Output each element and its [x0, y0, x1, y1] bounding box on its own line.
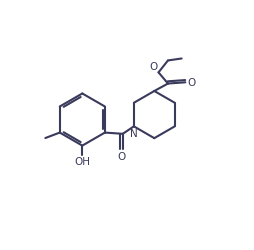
- Text: N: N: [130, 128, 137, 138]
- Text: O: O: [117, 151, 126, 161]
- Text: O: O: [149, 62, 157, 71]
- Text: OH: OH: [74, 156, 90, 166]
- Text: O: O: [187, 78, 195, 88]
